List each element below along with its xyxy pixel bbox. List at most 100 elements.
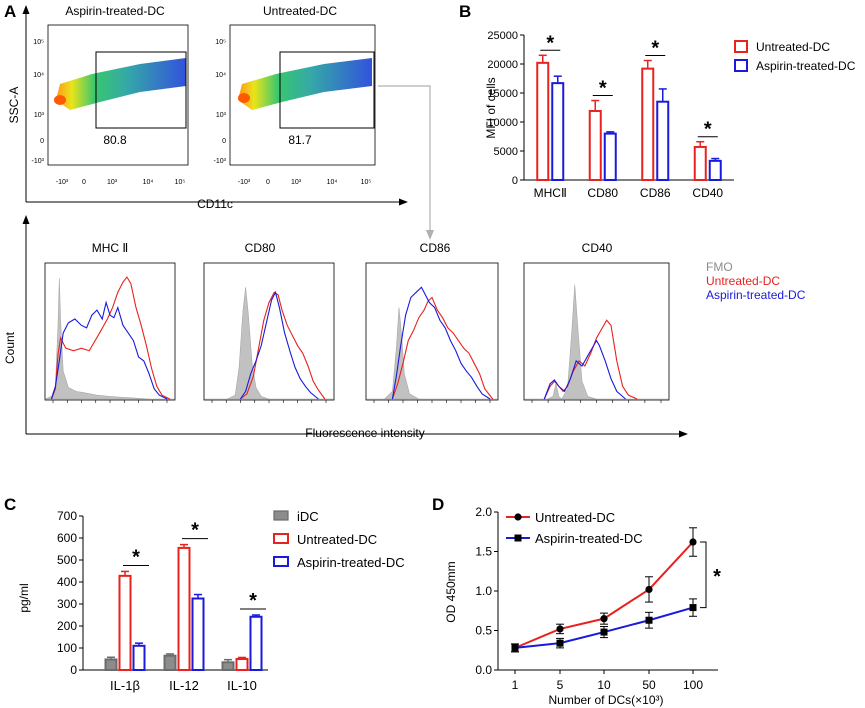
flow-x-arrow-icon <box>399 198 408 206</box>
od-y-tick-label: 1.5 <box>475 545 492 559</box>
od-legend-untreated: Untreated-DC <box>535 510 615 525</box>
scatter-x-tick: -10³ <box>56 179 69 186</box>
mfi-category-label: CD40 <box>692 186 723 200</box>
od-x-tick-label: 1 <box>512 678 519 692</box>
od-legend-aspirin: Aspirin-treated-DC <box>535 531 643 546</box>
scatter-x-tick: 10³ <box>291 179 302 186</box>
od-aspirin-point <box>600 628 608 636</box>
panel-c-label: C <box>4 495 16 514</box>
cytokine-y-tick-label: 400 <box>57 575 77 589</box>
cytokine-y-tick-label: 200 <box>57 619 77 633</box>
hist-title: CD80 <box>245 241 276 255</box>
panel-a: A SSC-A CD11c Aspirin-treated-DC 80.8 10… <box>3 2 806 440</box>
mfi-category-label: CD86 <box>640 186 671 200</box>
scatter-x-tick: 10⁴ <box>143 179 154 186</box>
cytokine-sig-star: * <box>249 590 257 612</box>
mfi-bar <box>603 132 617 182</box>
mfi-y-tick-label: 0 <box>512 175 518 187</box>
scatter-x-tick: -10³ <box>238 179 251 186</box>
hist-frame <box>44 262 176 401</box>
mfi-bar <box>641 67 655 181</box>
mfi-sig-star: * <box>546 32 554 54</box>
cytokine-y-tick-label: 100 <box>57 641 77 655</box>
cytokine-bar <box>235 658 249 671</box>
flow-xlabel: CD11c <box>197 197 233 211</box>
mfi-bar <box>656 100 670 181</box>
mfi-ylabel: MFI of cells <box>484 77 498 138</box>
od-aspirin-point <box>511 644 519 652</box>
mfi-bar <box>588 109 602 181</box>
scatter-y-tick: 0 <box>40 138 44 145</box>
mfi-bar <box>536 61 550 182</box>
hist-legend-aspirin: Aspirin-treated-DC <box>706 288 806 302</box>
flow-y-arrow-icon <box>22 5 30 14</box>
mfi-y-tick-label: 25000 <box>487 30 518 42</box>
gate-value: 80.8 <box>103 133 127 147</box>
od-untreated-point <box>689 538 697 546</box>
cytokine-ylabel: pg/ml <box>17 583 31 612</box>
scatter-x-tick: 0 <box>82 179 86 186</box>
mfi-y-tick-label: 20000 <box>487 59 518 71</box>
mfi-category-label: MHCⅡ <box>534 186 567 200</box>
hist-fmo-curve <box>44 278 175 400</box>
hist-title: MHC Ⅱ <box>92 241 129 255</box>
od-x-tick-label: 50 <box>642 678 656 692</box>
cytokine-legend-aspirin: Aspirin-treated-DC <box>297 555 405 570</box>
cytokine-y-tick-label: 500 <box>57 553 77 567</box>
mfi-legend-aspirin: Aspirin-treated-DC <box>756 59 856 73</box>
scatter-density-peak <box>54 95 66 105</box>
od-sig-star: * <box>713 566 721 588</box>
od-untreated-point <box>600 615 608 623</box>
cytokine-category-label: IL-12 <box>169 678 199 693</box>
scatter-plot-aspirin: Aspirin-treated-DC 80.8 10⁵ 10⁴ 10³ 0 -1… <box>32 4 189 186</box>
hist-fmo-curve <box>204 287 334 400</box>
mfi-y-tick-label: 10000 <box>487 117 518 129</box>
cytokine-legend-idc: iDC <box>297 509 319 524</box>
cytokine-category-label: IL-1β <box>110 678 140 693</box>
cytokine-bar <box>221 661 235 671</box>
mfi-legend-untreated-swatch <box>734 40 748 53</box>
flow-ylabel: SSC-A <box>7 87 21 124</box>
od-legend-aspirin-marker <box>514 534 522 542</box>
hist-frame <box>203 262 335 401</box>
od-aspirin-point <box>689 604 697 612</box>
cytokine-bar <box>191 597 205 671</box>
cytokine-legend-aspirin-swatch <box>273 556 289 567</box>
od-aspirin-point <box>645 616 653 624</box>
scatter-y-tick: 10⁵ <box>215 39 226 46</box>
gate-box <box>95 51 187 129</box>
scatter-y-tick: 10⁵ <box>33 39 44 46</box>
od-x-tick-label: 10 <box>597 678 611 692</box>
hist-xlabel: Fluorescence intensity <box>305 426 424 440</box>
od-y-tick-label: 0.5 <box>475 624 492 638</box>
od-xlabel: Number of DCs(×10³) <box>548 693 663 707</box>
od-sig-bracket <box>700 541 707 609</box>
mfi-bar <box>708 159 722 181</box>
gate-value: 81.7 <box>288 133 312 147</box>
hist-legend-untreated: Untreated-DC <box>706 274 780 288</box>
connector-line <box>378 85 431 232</box>
hist-untreated-curve <box>50 276 171 400</box>
od-untreated-point <box>556 625 564 633</box>
cytokine-legend-untreated: Untreated-DC <box>297 532 377 547</box>
scatter-title: Aspirin-treated-DC <box>65 4 165 18</box>
hist-frame <box>365 262 499 401</box>
mfi-sig-star: * <box>704 119 712 141</box>
od-y-tick-label: 2.0 <box>475 505 492 519</box>
cytokine-y-tick-label: 700 <box>57 509 77 523</box>
cytokine-bar <box>249 615 263 672</box>
panel-d-label: D <box>432 495 444 514</box>
scatter-y-tick: -10³ <box>32 158 45 165</box>
mfi-y-tick-label: 15000 <box>487 88 518 100</box>
od-y-tick-label: 1.0 <box>475 584 492 598</box>
scatter-density <box>238 58 372 110</box>
od-x-tick-label: 5 <box>557 678 564 692</box>
hist-title: CD40 <box>582 241 613 255</box>
od-chart: 0.0 0.5 1.0 1.5 2.0 1 5 10 50 100 * <box>475 505 721 692</box>
hist-ylabel: Count <box>3 331 17 364</box>
cytokine-y-tick-label: 300 <box>57 597 77 611</box>
cytokine-bar <box>177 546 191 672</box>
panel-a-label: A <box>4 2 16 21</box>
mfi-legend-aspirin-swatch <box>734 59 748 72</box>
cytokine-y-tick-label: 0 <box>70 663 77 677</box>
